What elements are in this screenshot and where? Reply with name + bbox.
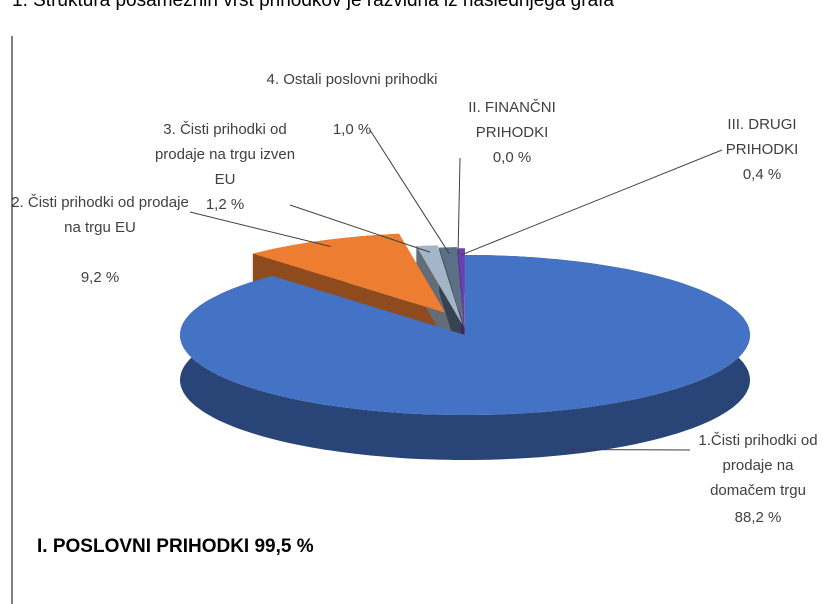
slice <box>457 248 465 329</box>
value-label: 1,2 % <box>205 196 245 213</box>
slice-label: 3. Čisti prihodki od prodaje na trgu izv… <box>154 121 296 188</box>
slice-label: 1.Čisti prihodki od prodaje na domačem t… <box>698 432 818 499</box>
slice <box>439 247 465 328</box>
slice-label: 4. Ostali poslovni prihodki <box>266 71 438 88</box>
value-label: 0,4 % <box>742 166 782 183</box>
slice-label: 2. Čisti prihodki od prodaje na trgu EU <box>11 194 189 236</box>
slice <box>252 233 446 313</box>
annotation: I. POSLOVNI PRIHODKI 99,5 % <box>37 536 314 557</box>
slice-label: III. DRUGI PRIHODKI <box>725 116 799 158</box>
value-label: 88,2 % <box>734 509 782 526</box>
leader-line <box>189 211 331 248</box>
value-label: 1,0 % <box>332 121 372 138</box>
slice <box>416 245 463 326</box>
slice-label: II. FINANČNI PRIHODKI <box>468 99 556 141</box>
slice <box>180 255 750 415</box>
page-title: 1. Struktura posameznih vrst prihodkov j… <box>12 0 614 11</box>
value-label: 9,2 % <box>80 269 120 286</box>
leader-line <box>369 129 450 255</box>
value-label: 0,0 % <box>492 149 532 166</box>
leader-line <box>461 149 723 256</box>
leader-line <box>457 157 461 254</box>
leader-line <box>289 204 431 253</box>
